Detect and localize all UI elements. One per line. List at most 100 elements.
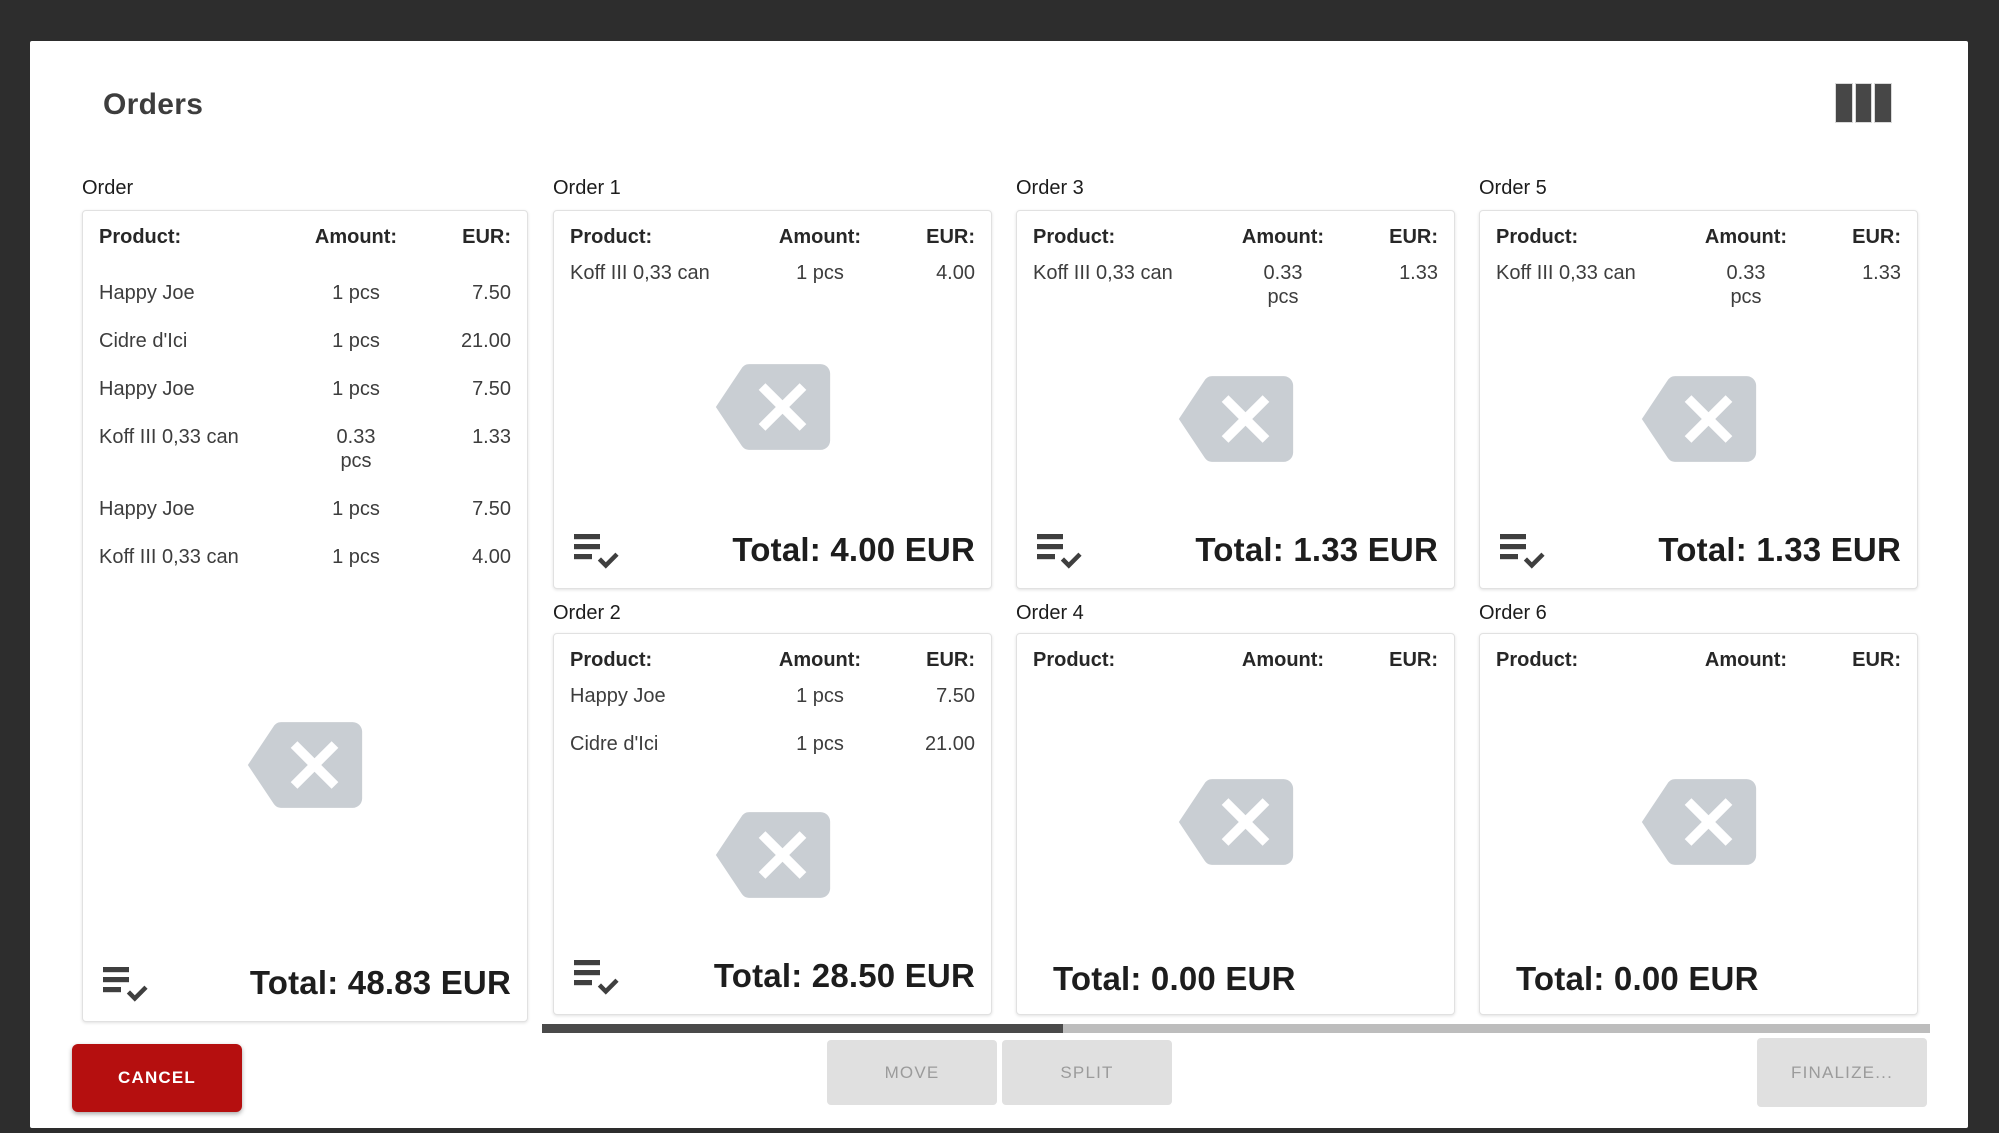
order-item-row[interactable]: Cidre d'Ici 1 pcs 21.00: [99, 329, 511, 353]
item-product: Happy Joe: [99, 282, 195, 304]
playlist-check-icon: [574, 960, 619, 995]
order-item-row[interactable]: Happy Joe 1 pcs 7.50: [570, 684, 975, 708]
order-panel-5[interactable]: Product: Amount: EUR: Koff III 0,33 can …: [1479, 210, 1918, 589]
order-panel-2[interactable]: Product: Amount: EUR: Happy Joe 1 pcs 7.…: [553, 633, 992, 1015]
item-amount-value: 1 pcs: [332, 378, 380, 400]
order-item-row[interactable]: Happy Joe 1 pcs 7.50: [99, 377, 511, 401]
orders-column-1: Order 1 Product: Amount: EUR: Koff III 0…: [553, 175, 992, 1015]
playlist-check-icon: [1037, 534, 1082, 569]
empty-order-indicator: [1496, 309, 1901, 528]
order-block: Order 6 Product: Amount: EUR: Total: 0.0…: [1479, 600, 1918, 1015]
order-panel-4[interactable]: Product: Amount: EUR: Total: 0.00 EUR: [1016, 633, 1455, 1015]
empty-order-indicator: [99, 569, 511, 961]
order-items-list: Koff III 0,33 can 1 pcs 4.00: [570, 261, 975, 285]
item-price: 1.33: [472, 426, 511, 448]
order-items-list: Koff III 0,33 can 0.33 pcs 1.33: [1496, 261, 1901, 309]
order-label: Order 6: [1479, 602, 1547, 624]
order-item-row[interactable]: Koff III 0,33 can 0.33 pcs 1.33: [1496, 261, 1901, 309]
orders-horizontal-scrollbar[interactable]: [542, 1024, 1930, 1033]
split-button[interactable]: SPLIT: [1002, 1040, 1172, 1105]
cancel-button[interactable]: CANCEL: [72, 1044, 242, 1112]
item-price: 7.50: [936, 685, 975, 707]
item-product: Koff III 0,33 can: [570, 262, 710, 284]
header-eur: EUR:: [1852, 649, 1901, 671]
header-amount: Amount:: [1241, 649, 1325, 671]
item-amount-value: 1 pcs: [332, 498, 380, 520]
item-amount: 1 pcs: [301, 329, 411, 353]
order-label: Order 5: [1479, 177, 1547, 199]
scrollbar-thumb[interactable]: [542, 1024, 1063, 1033]
item-price: 7.50: [472, 282, 511, 304]
view-toggle-button[interactable]: [1835, 83, 1893, 123]
item-price: 21.00: [924, 733, 975, 755]
order-label: Order 1: [553, 177, 621, 199]
order-total-row: Total: 0.00 EUR: [1496, 960, 1901, 998]
column-bar: [1854, 83, 1873, 123]
item-amount: 0.33 pcs: [301, 425, 411, 473]
panel-header-row: Product: Amount: EUR:: [99, 225, 511, 249]
order-panel-1[interactable]: Product: Amount: EUR: Koff III 0,33 can …: [553, 210, 992, 589]
item-product: Cidre d'Ici: [570, 733, 659, 755]
order-items-list: Happy Joe 1 pcs 7.50 Cidre d'Ici 1 pcs 2…: [99, 281, 511, 569]
header-amount: Amount:: [778, 226, 862, 248]
order-total: Total: 28.50 EUR: [713, 957, 975, 994]
order-item-row[interactable]: Koff III 0,33 can 1 pcs 4.00: [570, 261, 975, 285]
playlist-check-icon: [1500, 534, 1545, 569]
order-block: Order 1 Product: Amount: EUR: Koff III 0…: [553, 175, 992, 589]
header-eur: EUR:: [926, 649, 975, 671]
order-item-row[interactable]: Koff III 0,33 can 1 pcs 4.00: [99, 545, 511, 569]
playlist-check-icon: [103, 967, 148, 1002]
item-product: Koff III 0,33 can: [1496, 262, 1636, 284]
order-item-row[interactable]: Koff III 0,33 can 0.33 pcs 1.33: [99, 425, 511, 473]
order-block: Order 3 Product: Amount: EUR: Koff III 0…: [1016, 175, 1455, 589]
order-item-row[interactable]: Cidre d'Ici 1 pcs 21.00: [570, 732, 975, 756]
order-total-row: Total: 1.33 EUR: [1033, 528, 1438, 572]
item-amount-value: 1 pcs: [796, 733, 844, 755]
backspace-x-icon: [247, 722, 363, 808]
header-amount: Amount:: [1704, 226, 1788, 248]
backspace-x-icon: [715, 812, 830, 898]
orders-card: Orders Order Product: Amount: EUR: Happy…: [30, 41, 1968, 1128]
item-amount-value: 1 pcs: [796, 685, 844, 707]
move-button[interactable]: MOVE: [827, 1040, 997, 1105]
item-amount: 1 pcs: [765, 732, 875, 756]
order-item-row[interactable]: Happy Joe 1 pcs 7.50: [99, 281, 511, 305]
panel-header-row: Product: Amount: EUR:: [1496, 225, 1901, 249]
source-order-panel[interactable]: Product: Amount: EUR: Happy Joe 1 pcs 7.…: [82, 210, 528, 1022]
order-block: Order 4 Product: Amount: EUR: Total: 0.0…: [1016, 600, 1455, 1015]
item-amount-value: 1 pcs: [332, 282, 380, 304]
finalize-button[interactable]: FINALIZE...: [1757, 1038, 1927, 1107]
header-eur: EUR:: [1852, 226, 1901, 248]
order-panel-3[interactable]: Product: Amount: EUR: Koff III 0,33 can …: [1016, 210, 1455, 589]
backspace-x-icon: [1641, 779, 1756, 865]
empty-order-indicator: [570, 285, 975, 528]
item-price: 7.50: [472, 498, 511, 520]
backspace-x-icon: [1178, 779, 1293, 865]
orders-column-3: Order 5 Product: Amount: EUR: Koff III 0…: [1479, 175, 1918, 1015]
order-item-row[interactable]: Happy Joe 1 pcs 7.50: [99, 497, 511, 521]
column-bar: [1874, 83, 1893, 123]
item-amount: 1 pcs: [301, 281, 411, 305]
header-product: Product:: [1033, 226, 1116, 248]
item-amount-value: 1 pcs: [796, 262, 844, 284]
item-price: 21.00: [460, 330, 511, 352]
item-amount-value: 0.33 pcs: [1263, 262, 1303, 308]
order-total-row: Total: 0.00 EUR: [1033, 960, 1438, 998]
item-amount-value: 0.33 pcs: [1726, 262, 1766, 308]
order-total: Total: 0.00 EUR: [1516, 960, 1759, 997]
item-product: Koff III 0,33 can: [1033, 262, 1173, 284]
item-price: 1.33: [1862, 262, 1901, 284]
item-product: Happy Joe: [99, 378, 195, 400]
header-product: Product:: [570, 649, 653, 671]
item-amount: 0.33 pcs: [1228, 261, 1338, 309]
panel-header-row: Product: Amount: EUR:: [1033, 225, 1438, 249]
header-product: Product:: [1033, 649, 1116, 671]
order-item-row[interactable]: Koff III 0,33 can 0.33 pcs 1.33: [1033, 261, 1438, 309]
item-amount: 1 pcs: [765, 684, 875, 708]
header-amount: Amount:: [314, 226, 398, 248]
column-view-icon: [1835, 83, 1893, 123]
panel-header-row: Product: Amount: EUR:: [1496, 648, 1901, 672]
panel-header-row: Product: Amount: EUR:: [570, 225, 975, 249]
order-panel-6[interactable]: Product: Amount: EUR: Total: 0.00 EUR: [1479, 633, 1918, 1015]
header-amount: Amount:: [1241, 226, 1325, 248]
